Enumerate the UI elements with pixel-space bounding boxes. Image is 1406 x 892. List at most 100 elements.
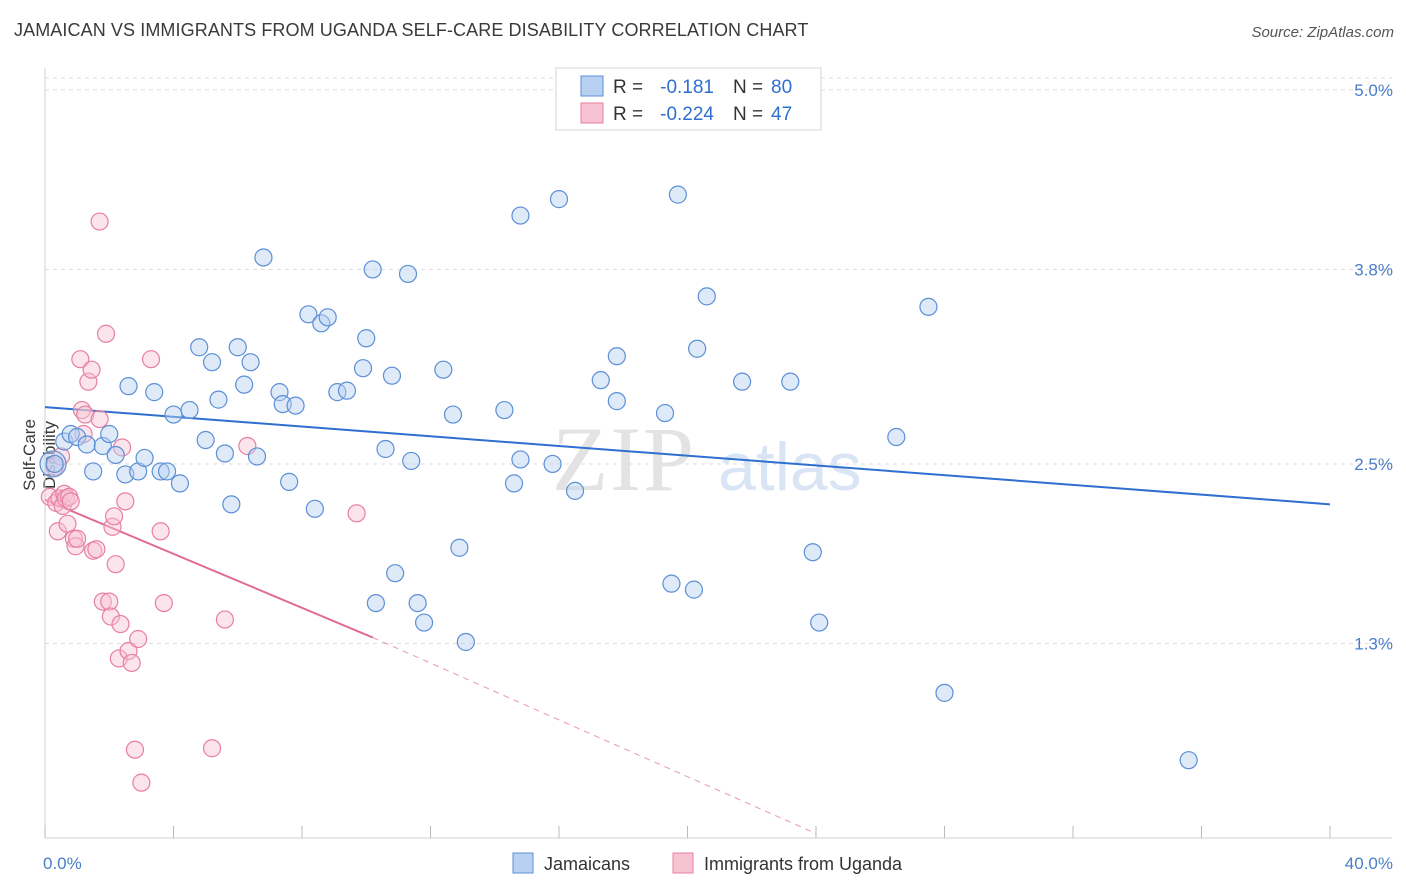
data-point-jamaicans (180, 400, 199, 420)
data-point-jamaicans (408, 593, 427, 613)
data-point-uganda (104, 507, 124, 526)
data-point-uganda (347, 504, 366, 523)
data-point-jamaicans (450, 538, 469, 557)
data-point-uganda (141, 350, 161, 369)
data-point-jamaicans (228, 338, 247, 357)
data-point-jamaicans (398, 264, 418, 284)
data-point-jamaicans (119, 377, 138, 396)
data-point-jamaicans (376, 439, 395, 459)
watermark: ZIP atlas (552, 408, 862, 510)
data-point-uganda (101, 607, 120, 626)
legend-swatch (580, 75, 604, 97)
tick-labels: 1.3% 2.5% 3.8% 5.0% 0.0% 40.0% (43, 81, 1393, 873)
data-point-jamaicans (190, 338, 209, 357)
data-point-jamaicans (511, 450, 530, 469)
data-point-uganda (68, 529, 87, 548)
data-point-uganda (87, 540, 106, 559)
data-point-jamaicans (591, 371, 610, 390)
data-point-jamaicans (235, 375, 254, 394)
trend-line-uganda-extension (372, 637, 817, 834)
data-point-uganda (125, 740, 145, 759)
data-point-jamaicans (222, 495, 241, 514)
data-point-jamaicans (668, 185, 687, 204)
data-point-jamaicans (803, 543, 822, 562)
data-point-jamaicans (504, 474, 524, 493)
legend-n-label: N = (733, 77, 763, 98)
data-point-jamaicans (386, 564, 405, 583)
data-point-jamaicans (202, 353, 222, 372)
data-point-jamaicans (549, 190, 569, 209)
trend-lines (44, 406, 1331, 834)
bottom-legend: Jamaicans Immigrants from Uganda (512, 852, 903, 874)
data-point-jamaicans (733, 372, 752, 391)
data-point-jamaicans (145, 383, 164, 402)
data-point-jamaicans (382, 366, 402, 385)
data-point-jamaicans (1179, 751, 1198, 770)
y-tick-label: 5.0% (1354, 81, 1393, 100)
data-point-jamaicans (781, 372, 800, 391)
data-point-uganda (129, 629, 148, 649)
data-point-jamaicans (45, 454, 64, 474)
data-point-jamaicans (328, 383, 347, 402)
data-point-jamaicans (337, 381, 357, 400)
data-point-uganda (90, 212, 109, 231)
data-point-jamaicans (363, 260, 382, 279)
data-point-jamaicans (215, 444, 234, 463)
x-tick-label: 0.0% (43, 854, 82, 873)
data-point-jamaicans (697, 287, 716, 306)
data-point-jamaicans (100, 424, 119, 444)
legend-n-value: 80 (771, 77, 792, 98)
data-point-uganda (93, 592, 112, 611)
data-point-jamaicans (655, 403, 675, 423)
legend-r-value: -0.181 (660, 77, 714, 98)
data-point-uganda (96, 324, 116, 343)
data-point-uganda (122, 653, 141, 673)
y-tick-label: 3.8% (1354, 260, 1393, 279)
data-point-jamaicans (543, 454, 562, 474)
data-point-jamaicans (68, 427, 87, 447)
data-point-jamaicans (456, 632, 475, 652)
data-point-jamaicans (357, 329, 376, 348)
chart-title: JAMAICAN VS IMMIGRANTS FROM UGANDA SELF-… (14, 20, 809, 40)
data-point-jamaicans (299, 305, 318, 324)
data-point-uganda (202, 739, 222, 758)
legend-r-label: R = (613, 77, 643, 98)
legend-r-value: -0.224 (660, 104, 714, 125)
data-point-uganda (154, 593, 173, 613)
data-point-jamaicans (318, 308, 337, 327)
data-point-jamaicans (77, 435, 96, 454)
trend-line-uganda (44, 498, 374, 639)
data-point-jamaicans (254, 248, 273, 267)
series-uganda-points (40, 212, 366, 792)
data-point-jamaicans (135, 448, 154, 468)
data-point-jamaicans (366, 593, 385, 613)
series-jamaicans-points (39, 185, 1198, 770)
data-point-uganda (90, 409, 109, 429)
data-point-uganda (58, 514, 77, 533)
data-point-uganda (132, 773, 151, 792)
source-credit: Source: ZipAtlas.com (1251, 24, 1394, 41)
data-point-jamaicans (443, 405, 463, 424)
data-point-uganda (71, 350, 90, 369)
data-point-jamaicans (565, 481, 585, 500)
data-point-uganda (106, 555, 125, 574)
trend-line-jamaicans (44, 406, 1331, 506)
data-point-jamaicans (919, 297, 938, 316)
data-point-uganda (151, 522, 170, 541)
data-point-jamaicans (402, 451, 421, 471)
bottom-legend-swatch (672, 852, 694, 874)
bottom-legend-label: Jamaicans (544, 854, 630, 874)
data-point-uganda (66, 537, 85, 556)
bottom-legend-label: Immigrants from Uganda (704, 854, 903, 874)
legend-r-label: R = (613, 104, 643, 125)
data-point-jamaicans (164, 405, 183, 424)
data-point-jamaicans (196, 430, 215, 450)
data-point-jamaicans (157, 462, 177, 481)
data-point-jamaicans (688, 339, 707, 358)
data-point-jamaicans (684, 580, 704, 599)
data-point-jamaicans (434, 360, 453, 379)
data-point-jamaicans (170, 474, 190, 493)
data-point-uganda (100, 592, 119, 611)
data-point-jamaicans (662, 574, 681, 593)
data-point-jamaicans (209, 390, 228, 409)
